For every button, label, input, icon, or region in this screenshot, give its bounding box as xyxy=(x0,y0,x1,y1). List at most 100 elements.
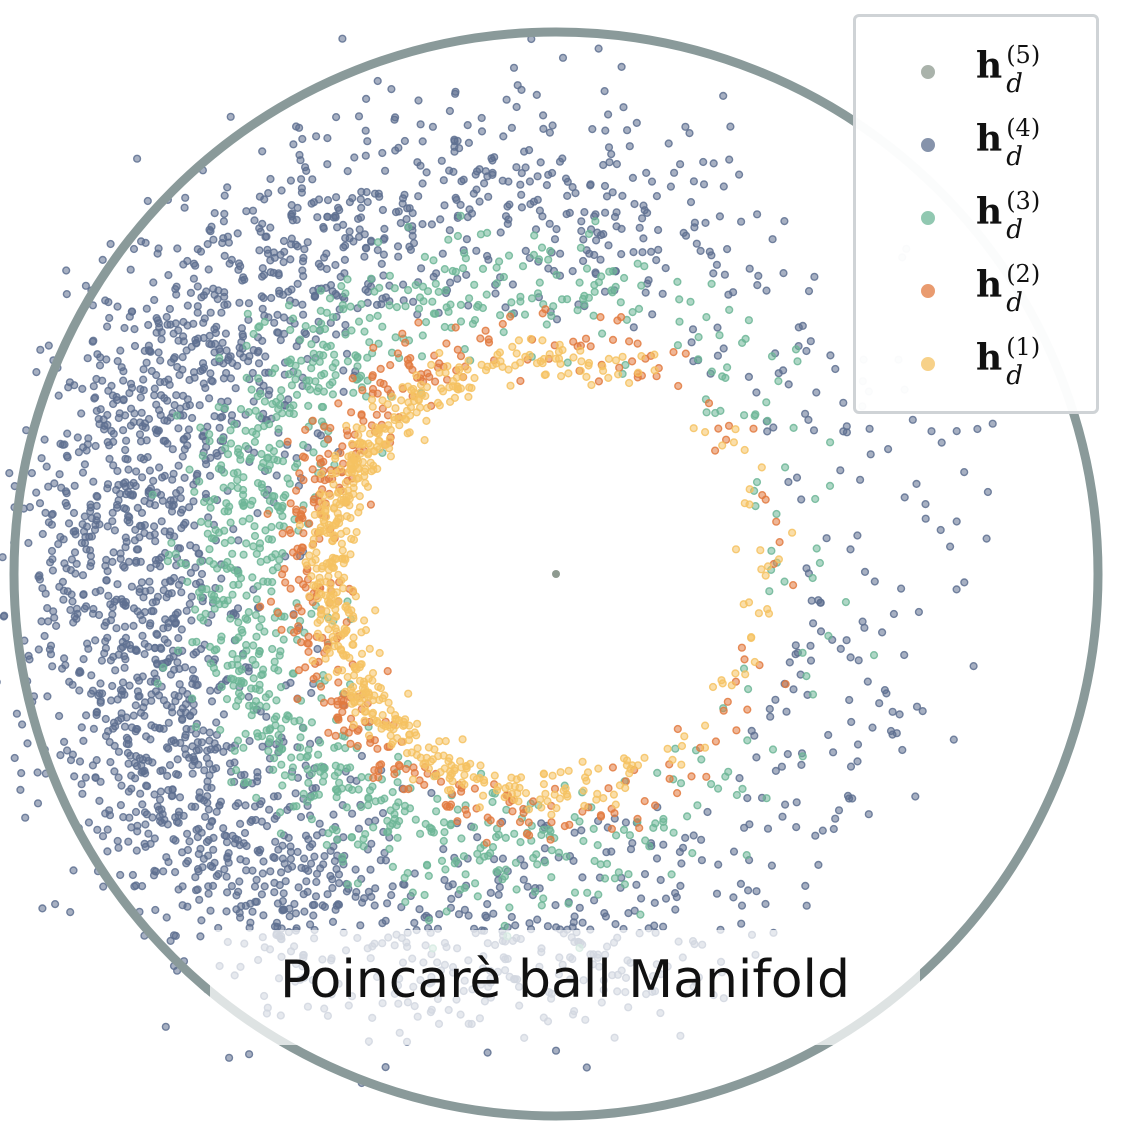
scatter-point xyxy=(284,833,293,843)
scatter-point xyxy=(259,577,268,586)
scatter-point xyxy=(430,772,439,781)
scatter-point xyxy=(781,679,790,689)
scatter-point xyxy=(338,442,347,451)
scatter-point xyxy=(206,369,215,378)
scatter-point xyxy=(576,366,585,376)
scatter-point xyxy=(428,122,438,131)
scatter-point xyxy=(222,907,231,916)
scatter-point xyxy=(362,94,371,104)
scatter-point xyxy=(652,192,662,201)
scatter-point xyxy=(586,180,595,189)
scatter-point xyxy=(150,529,159,539)
scatter-point xyxy=(56,750,65,760)
scatter-point xyxy=(303,751,312,760)
scatter-point xyxy=(258,272,267,281)
scatter-point xyxy=(96,679,105,688)
scatter-point xyxy=(349,720,358,729)
scatter-point xyxy=(50,479,59,488)
scatter-point xyxy=(495,883,504,892)
scatter-point xyxy=(229,580,238,590)
scatter-point xyxy=(492,279,501,288)
scatter-point xyxy=(702,408,711,417)
scatter-point xyxy=(260,317,269,327)
scatter-point xyxy=(364,439,373,448)
scatter-point xyxy=(397,902,406,912)
scatter-point xyxy=(144,829,153,838)
scatter-point xyxy=(305,842,315,852)
scatter-point xyxy=(412,731,421,740)
scatter-point xyxy=(484,192,493,201)
scatter-point xyxy=(138,881,147,891)
scatter-point xyxy=(233,483,242,493)
scatter-point xyxy=(355,676,365,685)
scatter-point xyxy=(524,805,534,814)
scatter-point xyxy=(166,936,175,946)
scatter-point xyxy=(185,837,194,846)
scatter-point xyxy=(148,758,157,767)
scatter-point xyxy=(271,364,280,373)
legend-label: h (2) d xyxy=(976,260,1041,318)
scatter-point xyxy=(262,712,271,721)
scatter-point xyxy=(846,545,855,554)
scatter-point xyxy=(719,91,728,101)
scatter-point xyxy=(582,264,592,273)
scatter-point xyxy=(277,868,286,877)
scatter-point xyxy=(350,456,359,465)
scatter-point xyxy=(106,239,115,249)
scatter-point xyxy=(299,789,308,799)
scatter-point xyxy=(451,87,460,96)
scatter-point xyxy=(215,423,224,432)
scatter-point xyxy=(68,597,77,606)
scatter-point xyxy=(378,205,388,215)
scatter-point xyxy=(483,899,492,909)
scatter-point xyxy=(378,918,387,928)
scatter-point xyxy=(912,702,922,711)
scatter-point xyxy=(870,577,879,586)
scatter-point xyxy=(218,435,227,444)
scatter-point xyxy=(286,325,295,335)
scatter-point xyxy=(113,580,122,589)
scatter-point xyxy=(467,209,477,218)
scatter-point xyxy=(91,773,100,783)
scatter-point xyxy=(96,698,105,707)
scatter-point xyxy=(719,344,728,353)
scatter-point xyxy=(240,770,249,780)
scatter-point xyxy=(140,496,149,506)
scatter-point xyxy=(35,575,45,584)
scatter-point xyxy=(77,723,86,732)
scatter-point xyxy=(668,755,677,765)
scatter-point xyxy=(973,424,982,434)
scatter-point xyxy=(504,215,513,224)
scatter-point xyxy=(416,120,425,129)
scatter-point xyxy=(79,654,88,664)
scatter-point xyxy=(145,621,155,630)
scatter-point xyxy=(234,887,243,896)
scatter-point xyxy=(326,423,335,433)
scatter-point xyxy=(672,788,682,798)
scatter-point xyxy=(150,790,159,799)
scatter-point xyxy=(188,694,197,703)
scatter-point xyxy=(401,302,410,311)
scatter-point xyxy=(772,517,781,526)
scatter-point xyxy=(275,747,284,756)
scatter-point xyxy=(381,856,391,865)
legend-marker xyxy=(921,357,935,371)
scatter-point xyxy=(168,708,177,717)
scatter-point xyxy=(713,784,723,793)
scatter-point xyxy=(265,805,274,814)
scatter-point xyxy=(353,464,363,473)
scatter-point xyxy=(537,243,547,252)
scatter-point xyxy=(421,318,431,327)
scatter-point xyxy=(535,206,545,215)
scatter-point xyxy=(346,550,355,559)
scatter-point xyxy=(735,773,744,783)
scatter-point xyxy=(41,589,50,598)
scatter-point xyxy=(329,480,338,489)
scatter-point xyxy=(105,313,114,323)
scatter-point xyxy=(203,240,212,249)
scatter-point xyxy=(305,376,314,385)
scatter-point xyxy=(226,439,236,448)
scatter-point xyxy=(599,793,608,803)
scatter-point xyxy=(343,880,353,889)
